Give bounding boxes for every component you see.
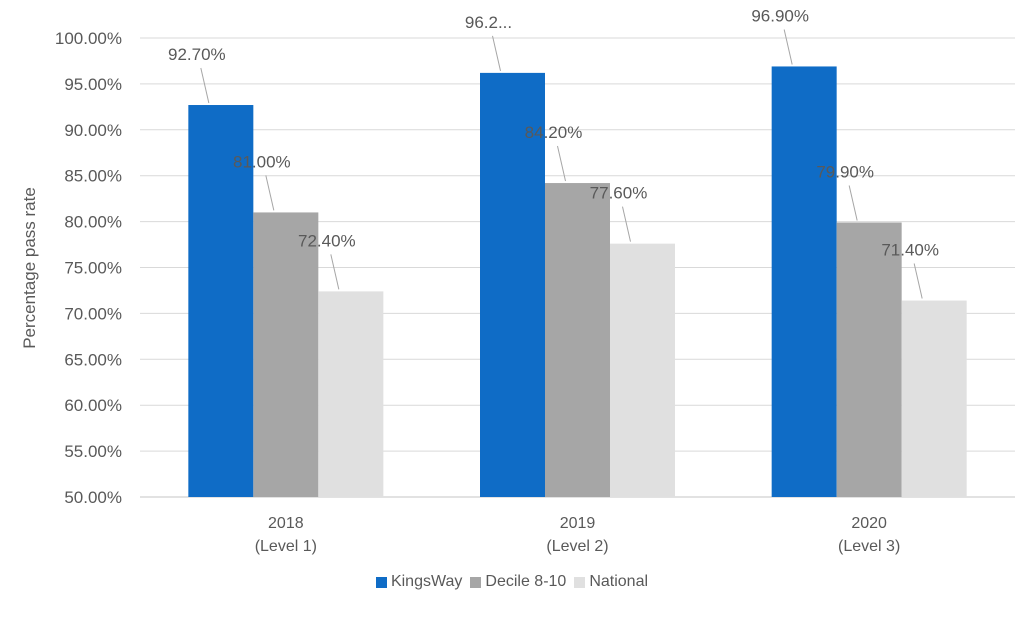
- y-tick-label: 90.00%: [64, 121, 122, 140]
- y-tick-label: 60.00%: [64, 396, 122, 415]
- legend-swatch-national: [574, 576, 586, 588]
- legend: KingsWay Decile 8-10 National: [0, 573, 1024, 591]
- bar: [610, 243, 675, 497]
- x-tick-label: 2020: [851, 515, 887, 532]
- x-tick-label: (Level 2): [546, 538, 608, 555]
- bar: [253, 212, 319, 498]
- y-tick-label: 100.00%: [55, 29, 122, 48]
- y-tick-label: 80.00%: [64, 213, 122, 232]
- bar: [545, 183, 610, 497]
- data-label-leader: [330, 254, 340, 290]
- y-tick-label: 70.00%: [64, 304, 122, 323]
- x-tick-label: 2018: [268, 515, 304, 532]
- y-axis-label: Percentage pass rate: [20, 187, 39, 349]
- data-label-leader: [265, 175, 275, 211]
- data-label: 96.90%: [751, 6, 809, 25]
- bar: [480, 72, 545, 497]
- data-label: 71.40%: [881, 241, 939, 260]
- legend-label-national: National: [589, 573, 649, 590]
- legend-swatch-decile: [470, 576, 482, 588]
- legend-label-decile: Decile 8-10: [485, 573, 567, 590]
- bar: [901, 300, 967, 497]
- x-tick-label: (Level 1): [255, 538, 317, 555]
- data-label: 72.40%: [298, 231, 356, 250]
- legend-item-kingsway: KingsWay: [375, 573, 463, 591]
- legend-swatch-kingsway: [375, 576, 387, 588]
- y-tick-label: 85.00%: [64, 167, 122, 186]
- data-label: 96.2...: [465, 13, 512, 32]
- data-label-leader: [492, 35, 501, 71]
- legend-label-kingsway: KingsWay: [390, 573, 463, 590]
- y-tick-label: 95.00%: [64, 75, 122, 94]
- bar: [188, 105, 254, 497]
- data-label-leader: [913, 263, 923, 299]
- data-label: 84.20%: [525, 123, 583, 142]
- x-tick-label: (Level 3): [838, 538, 900, 555]
- data-label: 92.70%: [168, 45, 226, 64]
- data-label-leader: [200, 67, 210, 104]
- bar: [318, 291, 384, 497]
- y-tick-label: 50.00%: [64, 488, 122, 507]
- data-label-leader: [848, 185, 858, 221]
- data-label: 77.60%: [590, 184, 648, 203]
- data-label: 81.00%: [233, 152, 291, 171]
- bar: [836, 222, 902, 497]
- legend-item-decile: Decile 8-10: [470, 573, 566, 591]
- data-label-leader: [622, 206, 631, 242]
- y-tick-label: 65.00%: [64, 350, 122, 369]
- y-tick-label: 75.00%: [64, 259, 122, 278]
- bar: [771, 66, 837, 497]
- legend-item-national: National: [574, 573, 648, 591]
- data-label-leader: [557, 145, 566, 182]
- data-label-leader: [783, 29, 793, 65]
- data-label: 79.90%: [816, 163, 874, 182]
- y-tick-label: 55.00%: [64, 442, 122, 461]
- x-tick-label: 2019: [560, 515, 596, 532]
